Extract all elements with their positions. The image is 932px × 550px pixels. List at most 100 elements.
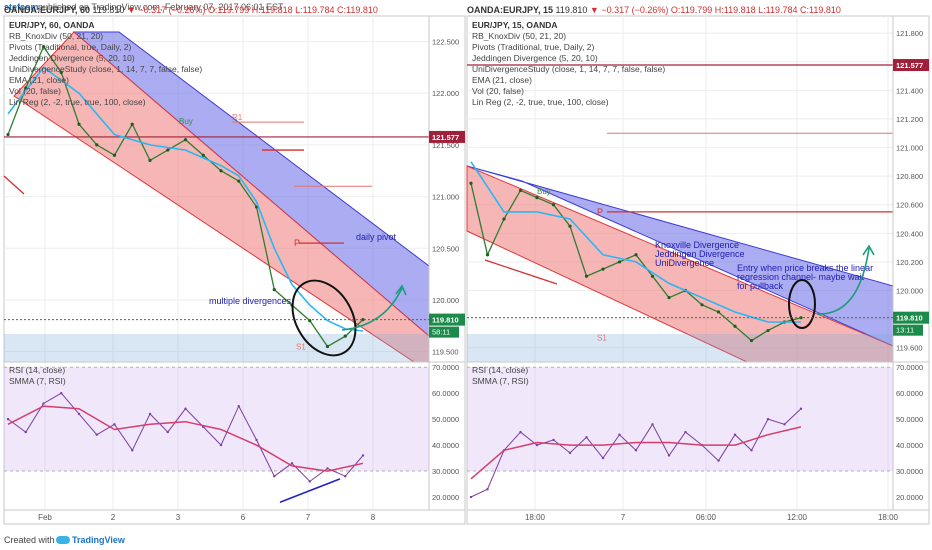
breakout-circle (788, 279, 816, 329)
rsi-point (601, 456, 605, 460)
s1-label: S1 (296, 343, 306, 352)
price-point (130, 122, 134, 126)
rsi-point (308, 480, 311, 483)
price-point (166, 148, 170, 152)
projection-arrow-head (862, 244, 875, 256)
rsi-point (6, 417, 10, 421)
rsi-point (651, 423, 654, 426)
indicator-label: Lin Reg (2, -2, true, true, 100, close) (472, 97, 609, 107)
author-logo[interactable]: stefcom (4, 2, 39, 12)
price-point (551, 203, 556, 207)
ohlc-open: O:119.799 (208, 5, 252, 15)
last-price-box (429, 313, 465, 326)
entry-note-line: regression channel- maybe wait (737, 272, 865, 282)
ohlc-header: OANDA:EURJPY, 15 119.810 ▼ −0.317 (−0.26… (467, 5, 841, 15)
rsi-point (95, 433, 98, 436)
rsi-point (290, 462, 294, 465)
rsi-point (166, 430, 169, 434)
buy-label: Buy (537, 187, 551, 196)
projection-arrow (816, 247, 870, 315)
time-tick-label: 7 (306, 513, 311, 522)
rsi-point (733, 433, 737, 436)
created-with-label: Created with (4, 535, 55, 545)
time-tick-label: 7 (621, 513, 626, 522)
price-tick-label: 121.000 (896, 144, 923, 153)
price-tick-label: 120.000 (896, 287, 923, 296)
ohlc-close: 119.810 (556, 5, 590, 15)
rsi-point (60, 391, 63, 395)
price-point (148, 158, 152, 162)
ohlc-close: 119.810 (93, 5, 127, 15)
divergence-red-line (3, 175, 25, 195)
rsi-point (326, 467, 329, 470)
price-point (667, 296, 671, 300)
rsi-tick-label: 20.0000 (896, 493, 923, 502)
indicator-label: UniDivergenceStudy (close, 1, 14, 7, 7, … (472, 64, 665, 74)
price-point (6, 132, 10, 137)
tradingview-brand[interactable]: TradingView (72, 535, 125, 545)
price-points (469, 181, 803, 343)
price-point (237, 179, 241, 183)
price-point (485, 253, 490, 257)
chart-panel-1: R1 P S1 daily pivot multiple divergences Buy O… (3, 5, 466, 525)
smma-title: SMMA (7, RSI) (9, 376, 66, 386)
time-tick-label: 6 (241, 513, 246, 522)
rsi-point (552, 438, 555, 442)
symbol-title: EUR/JPY, 15, OANDA (472, 20, 558, 30)
unidivergence-note: UniDivergence (655, 258, 714, 268)
price-point (535, 195, 539, 200)
r1-label: R1 (232, 113, 243, 122)
rsi-points (6, 391, 365, 483)
indicator-label: Jeddingen Divergence (5, 20, 10) (472, 53, 598, 63)
price-point (272, 288, 276, 292)
rsi-title: RSI (14, close) (472, 365, 528, 375)
ohlc-close-c: C:119.810 (337, 5, 378, 15)
price-tick-label: 121.200 (896, 115, 923, 124)
footer: Created with TradingView (0, 530, 932, 550)
price-point (749, 338, 754, 343)
time-tick-label: 12:00 (787, 513, 808, 522)
ohlc-low: L:119.784 (758, 5, 800, 15)
indicator-label: Pivots (Traditional, true, Daily, 2) (472, 42, 595, 52)
rsi-point (219, 443, 223, 447)
price-axis: 121.800121.600121.400121.200121.000120.8… (467, 16, 929, 510)
rsi-point (750, 449, 753, 452)
price-point (733, 324, 737, 328)
rsi-tick-label: 60.0000 (432, 389, 459, 398)
entry-note-line: for pullback (737, 281, 784, 291)
rsi-point (184, 407, 187, 410)
annotations: daily pivot multiple divergences Buy (3, 117, 407, 357)
time-tick-label: 2 (111, 513, 116, 522)
marker-price-label: 121.577 (896, 61, 923, 70)
countdown-box (893, 324, 923, 336)
ohlc-high: H:119.818 (715, 5, 758, 15)
price-point (617, 260, 622, 264)
ohlc-change: ▼ −0.317 (−0.26%) (127, 5, 208, 15)
price-tick-label: 120.500 (432, 244, 459, 253)
price-tick-label: 121.000 (432, 193, 459, 202)
price-axis: 122.500 122.000 121.500 121.000 120.500 120.0… (4, 16, 465, 510)
pivot-lines: R1 P S1 (232, 113, 372, 352)
ohlc-symbol: OANDA:EURJPY, 15 (467, 5, 556, 15)
rsi-point (634, 449, 638, 452)
smma-title: SMMA (7, RSI) (472, 376, 529, 386)
last-price-box (893, 311, 929, 324)
rsi-point (519, 430, 522, 434)
price-point (568, 224, 572, 228)
pivot-label: P (294, 238, 300, 248)
rsi-point (42, 402, 45, 405)
indicator-label: EMA (21, close) (472, 75, 532, 85)
rsi-point (148, 412, 152, 416)
daily-pivot-note: daily pivot (356, 232, 397, 242)
ohlc-change: ▼ −0.317 (−0.26%) (590, 5, 671, 15)
smma-line (470, 426, 802, 480)
rsi-point (131, 449, 134, 452)
rsi-divergence-line (279, 478, 341, 503)
price-tick-label: 121.400 (896, 86, 923, 95)
price-point (502, 217, 506, 221)
pivot-lines: P S1 (597, 132, 893, 343)
price-point (59, 70, 63, 75)
smma-line (7, 405, 364, 472)
rsi-tick-label: 40.0000 (432, 441, 459, 450)
